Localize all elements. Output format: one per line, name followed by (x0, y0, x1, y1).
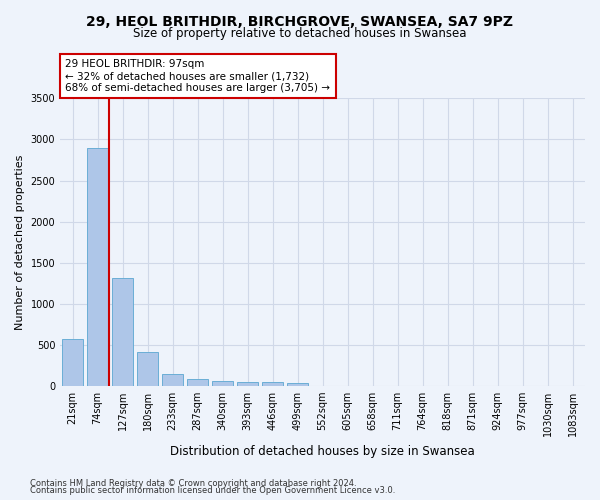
Bar (262, 382, 283, 386)
Text: Contains HM Land Registry data © Crown copyright and database right 2024.: Contains HM Land Registry data © Crown c… (30, 478, 356, 488)
Text: Contains public sector information licensed under the Open Government Licence v3: Contains public sector information licen… (30, 486, 395, 495)
Y-axis label: Number of detached properties: Number of detached properties (15, 154, 25, 330)
Bar (287, 383, 308, 386)
Bar (62, 339, 83, 386)
Bar (112, 278, 133, 386)
Bar (87, 148, 108, 386)
Bar (162, 374, 183, 386)
Bar (212, 381, 233, 386)
Text: 29 HEOL BRITHDIR: 97sqm
← 32% of detached houses are smaller (1,732)
68% of semi: 29 HEOL BRITHDIR: 97sqm ← 32% of detache… (65, 60, 331, 92)
Bar (187, 378, 208, 386)
Text: 29, HEOL BRITHDIR, BIRCHGROVE, SWANSEA, SA7 9PZ: 29, HEOL BRITHDIR, BIRCHGROVE, SWANSEA, … (86, 15, 514, 29)
Bar (137, 352, 158, 386)
Text: Size of property relative to detached houses in Swansea: Size of property relative to detached ho… (133, 28, 467, 40)
X-axis label: Distribution of detached houses by size in Swansea: Distribution of detached houses by size … (170, 444, 475, 458)
Bar (237, 382, 258, 386)
